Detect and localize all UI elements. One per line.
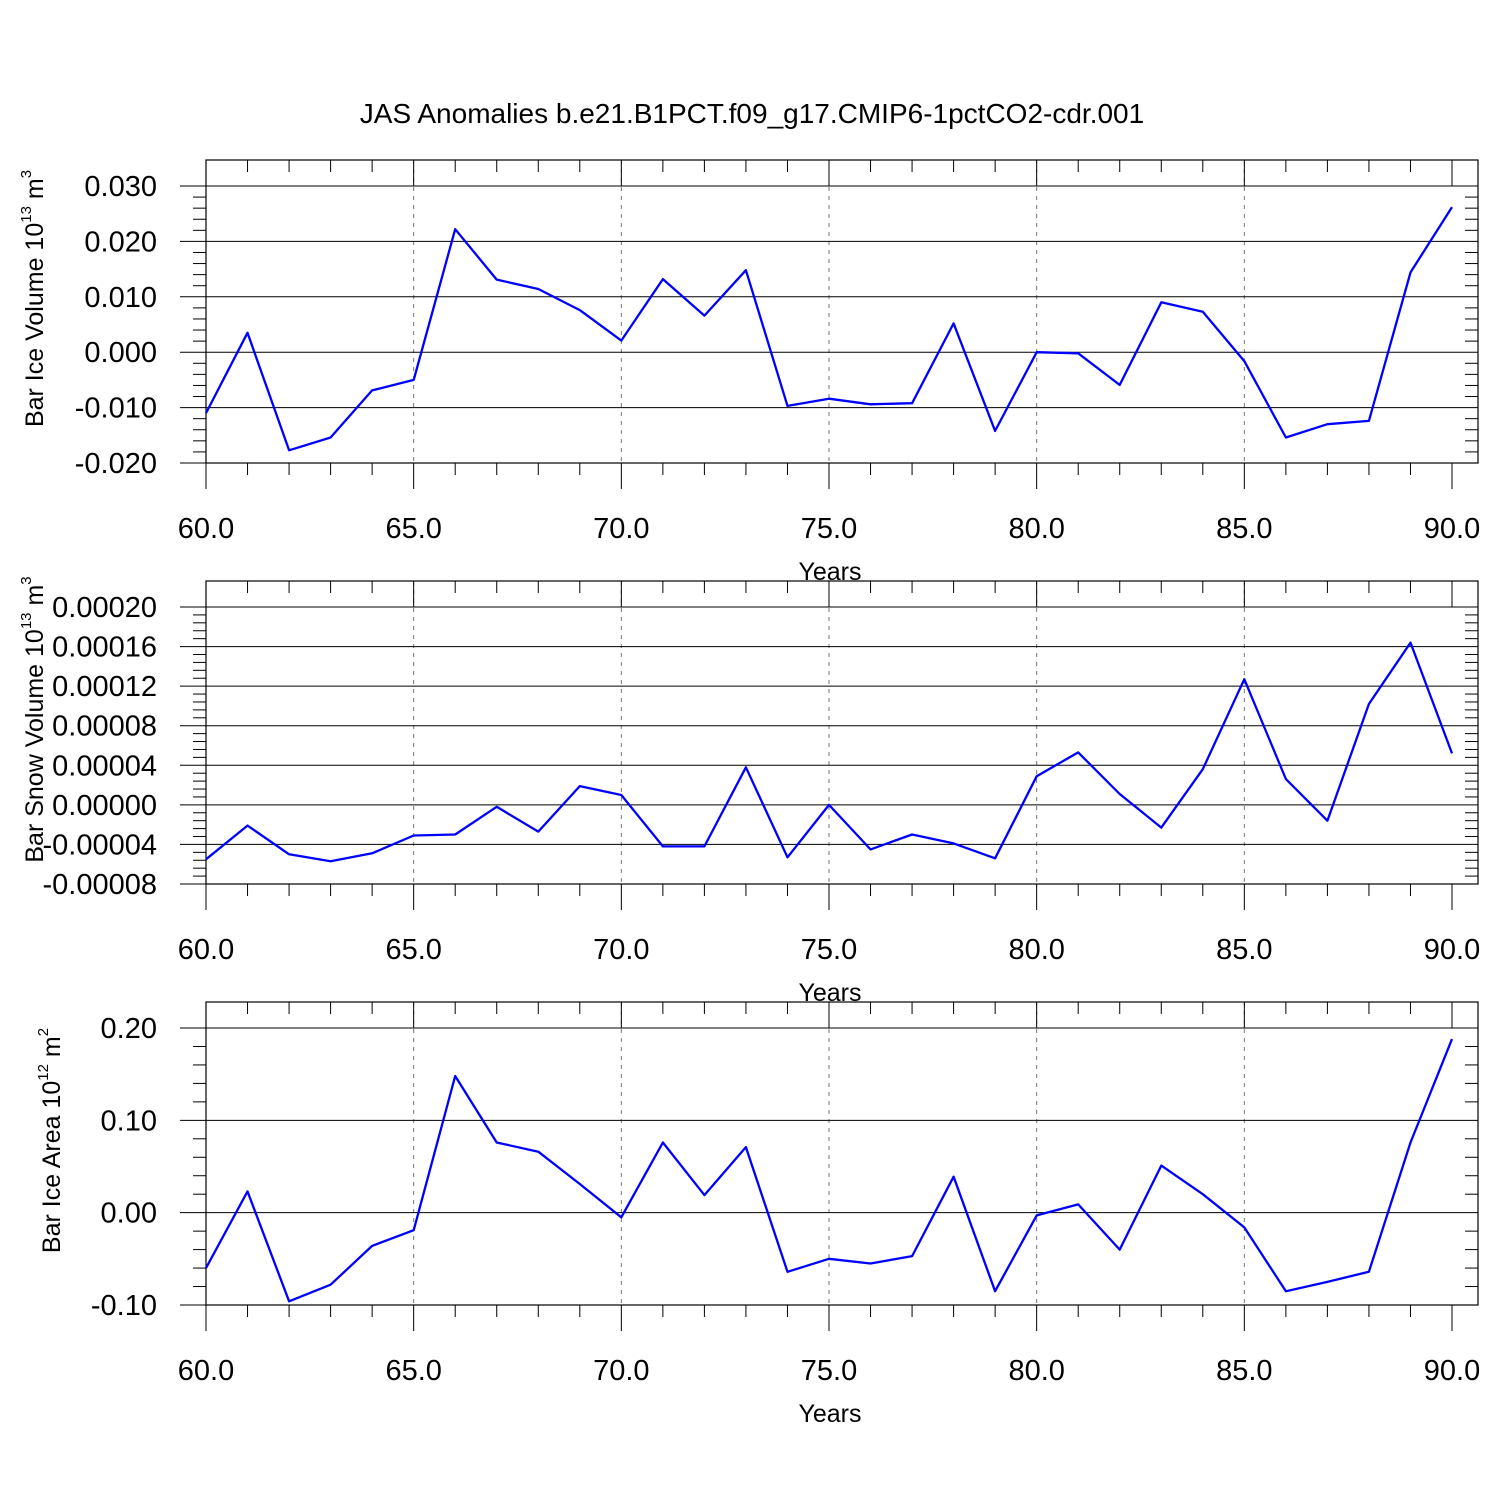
x-tick-label: 70.0 <box>593 934 649 966</box>
y-tick-label: 0.010 <box>84 282 157 314</box>
x-tick-label: 65.0 <box>385 513 441 545</box>
x-tick-label: 65.0 <box>385 934 441 966</box>
x-tick-label: 70.0 <box>593 1355 649 1387</box>
x-tick-label: 85.0 <box>1216 1355 1272 1387</box>
plot-frame <box>205 159 1479 464</box>
x-tick-label: 80.0 <box>1008 934 1064 966</box>
x-axis-label: Years <box>798 979 861 1007</box>
y-tick-label: 0.00008 <box>52 711 157 743</box>
y-tick-label: -0.10 <box>91 1290 157 1322</box>
y-tick-label: -0.00004 <box>43 829 158 861</box>
panel-2: -0.00008 -0.00004 0.00000 0.00004 0.00008 0.0… <box>18 576 1480 1007</box>
y-tick-label: 0.020 <box>84 226 157 258</box>
y-tick-label: 0.00004 <box>52 750 157 782</box>
y-tick-label: 0.030 <box>84 171 157 203</box>
series-line <box>205 641 1454 863</box>
x-axis-label: Years <box>798 1400 861 1428</box>
y-tick-label: 0.00016 <box>52 632 157 664</box>
x-tick-label: 90.0 <box>1424 1355 1480 1387</box>
y-tick-label: 0.00020 <box>52 592 157 624</box>
y-tick-label: 0.00000 <box>52 790 157 822</box>
x-tick-label: 80.0 <box>1008 513 1064 545</box>
y-tick-label: 0.00012 <box>52 671 157 703</box>
x-tick-label: 75.0 <box>801 513 857 545</box>
y-tick-label: 0.20 <box>101 1013 157 1045</box>
x-tick-label: 80.0 <box>1008 1355 1064 1387</box>
x-tick-label: 75.0 <box>801 934 857 966</box>
panel-3: -0.10 0.00 0.10 0.20 60.0 65.0 70.0 75.0 80.0 85.… <box>35 1001 1480 1428</box>
x-tick-label: 60.0 <box>178 513 234 545</box>
x-tick-label: 85.0 <box>1216 934 1272 966</box>
y-axis-label: Bar Snow Volume 1013 m3 <box>18 576 49 862</box>
x-tick-label: 90.0 <box>1424 934 1480 966</box>
y-tick-label: -0.010 <box>75 393 157 425</box>
x-tick-label: 85.0 <box>1216 513 1272 545</box>
chart-title: JAS Anomalies b.e21.B1PCT.f09_g17.CMIP6-… <box>360 98 1144 129</box>
y-axis-label: Bar Ice Area 1012 m2 <box>35 1028 66 1253</box>
x-tick-label: 65.0 <box>385 1355 441 1387</box>
x-tick-label: 75.0 <box>801 1355 857 1387</box>
y-tick-label: 0.000 <box>84 337 157 369</box>
y-tick-label: 0.10 <box>101 1105 157 1137</box>
series-line <box>204 206 1453 452</box>
x-axis-label: Years <box>798 558 861 586</box>
panel-1: -0.020 -0.010 0.000 0.010 0.020 0.030 60.0 65.0… <box>18 159 1480 586</box>
x-tick-label: 70.0 <box>593 513 649 545</box>
x-tick-label: 60.0 <box>178 1355 234 1387</box>
series-line <box>204 1038 1454 1303</box>
plot-frame <box>205 580 1479 885</box>
y-tick-label: 0.00 <box>101 1198 157 1230</box>
x-tick-label: 90.0 <box>1424 513 1480 545</box>
y-tick-label: -0.020 <box>75 448 157 480</box>
x-tick-label: 60.0 <box>178 934 234 966</box>
y-axis-label: Bar Ice Volume 1013 m3 <box>18 170 49 427</box>
y-tick-label: -0.00008 <box>43 869 158 901</box>
